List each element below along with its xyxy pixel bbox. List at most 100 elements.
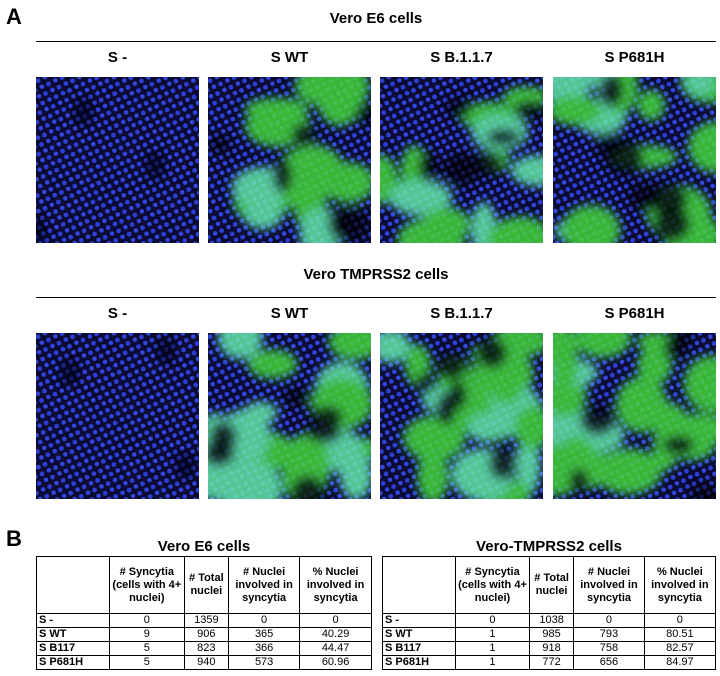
syncytium	[219, 460, 282, 499]
void	[208, 441, 235, 466]
column-label: S WT	[270, 49, 309, 66]
cell: 0	[643, 613, 717, 628]
corner-cell	[382, 556, 456, 614]
syncytia-stain	[553, 333, 716, 499]
row-label: S B117	[382, 641, 456, 656]
syncytium	[688, 121, 716, 173]
void	[488, 446, 517, 480]
cell: 0	[228, 613, 301, 628]
cell: 0	[573, 613, 645, 628]
void	[415, 373, 435, 394]
syncytium	[243, 202, 282, 230]
void	[580, 404, 617, 435]
void	[436, 352, 467, 380]
syncytium	[380, 333, 411, 364]
data-row: S P681H 5 940 573 60.96	[36, 655, 372, 670]
column-label: S -	[107, 305, 128, 322]
void	[306, 423, 342, 443]
cell: 5	[109, 641, 185, 656]
syncytium	[513, 405, 543, 450]
panel-label: B	[6, 526, 22, 551]
column-label: S -	[107, 49, 128, 66]
micrograph	[208, 333, 371, 499]
void	[210, 135, 231, 154]
cell: 365	[228, 627, 301, 642]
syncytium	[637, 89, 665, 121]
cell: 0	[299, 613, 372, 628]
syncytium	[339, 451, 371, 499]
syncytium	[328, 333, 371, 360]
row-label: S P681H	[36, 655, 110, 670]
void	[436, 392, 455, 426]
void	[663, 335, 687, 360]
column-header: # Nuclei involved in syncytia	[573, 556, 645, 614]
syncytium	[468, 413, 500, 442]
cell: 80.51	[643, 627, 717, 642]
cell: 82.57	[643, 641, 717, 656]
syncytium	[389, 179, 452, 216]
cell: 9	[109, 627, 185, 642]
cell: 1359	[183, 613, 230, 628]
column-label: S P681H	[604, 49, 665, 66]
table-title: Vero-TMPRSS2 cells	[476, 538, 622, 555]
nuclei-stain	[36, 333, 199, 499]
column-label: S P681H	[604, 305, 665, 322]
row-label: S -	[36, 613, 110, 628]
syncytium	[243, 401, 278, 424]
void	[476, 337, 508, 369]
column-header: # Total nuclei	[528, 556, 575, 614]
void	[272, 158, 293, 193]
syncytium	[403, 415, 466, 462]
syncytium	[487, 216, 543, 243]
syncytium	[574, 333, 632, 358]
syncytium	[417, 449, 449, 499]
void	[599, 77, 624, 107]
syncytium	[488, 360, 524, 405]
cell: 985	[528, 627, 575, 642]
micrograph	[380, 77, 543, 243]
column-header: # Syncytia (cells with 4+ nuclei)	[109, 556, 185, 614]
void	[282, 388, 311, 407]
cell: 918	[528, 641, 575, 656]
syncytia-stain	[208, 333, 371, 499]
data-row: S B117 1 918 758 82.57	[382, 641, 717, 656]
data-row: S -0 1359 0 0	[36, 613, 372, 628]
gap	[73, 97, 94, 126]
column-header: # Total nuclei	[183, 556, 230, 614]
row-label: S P681H	[382, 655, 456, 670]
section-rule	[36, 41, 716, 42]
data-table: # Syncytia (cells with 4+ nuclei) # Total…	[36, 556, 372, 670]
void	[569, 469, 590, 493]
header-row: # Syncytia (cells with 4+ nuclei) # Total…	[36, 556, 372, 614]
corner-cell	[36, 556, 110, 614]
syncytium	[322, 162, 371, 203]
gap	[36, 215, 47, 243]
micrograph	[36, 77, 199, 243]
syncytium	[637, 346, 672, 385]
micrograph	[36, 333, 199, 499]
void	[445, 98, 472, 118]
data-row: S WT 1 985 793 80.51	[382, 627, 717, 642]
data-row: S P681H 1 772 656 84.97	[382, 655, 717, 670]
cell: 1	[455, 655, 530, 670]
void	[689, 483, 716, 499]
cell: 1	[455, 641, 530, 656]
cell: 793	[573, 627, 645, 642]
column-header: # Nuclei involved in syncytia	[228, 556, 301, 614]
micrograph	[553, 333, 716, 499]
data-row: S WT 9 906 365 40.29	[36, 627, 372, 642]
void	[333, 207, 371, 242]
void	[291, 123, 316, 148]
micrograph	[208, 77, 371, 243]
syncytium	[217, 333, 263, 360]
void	[649, 183, 688, 216]
row-label: S B117	[36, 641, 110, 656]
void	[290, 475, 326, 499]
void	[310, 405, 344, 430]
row-label: S WT	[382, 627, 456, 642]
cell: 44.47	[299, 641, 372, 656]
void	[653, 205, 690, 242]
column-header: % Nuclei involved in syncytia	[299, 556, 372, 614]
column-label: S WT	[270, 305, 309, 322]
